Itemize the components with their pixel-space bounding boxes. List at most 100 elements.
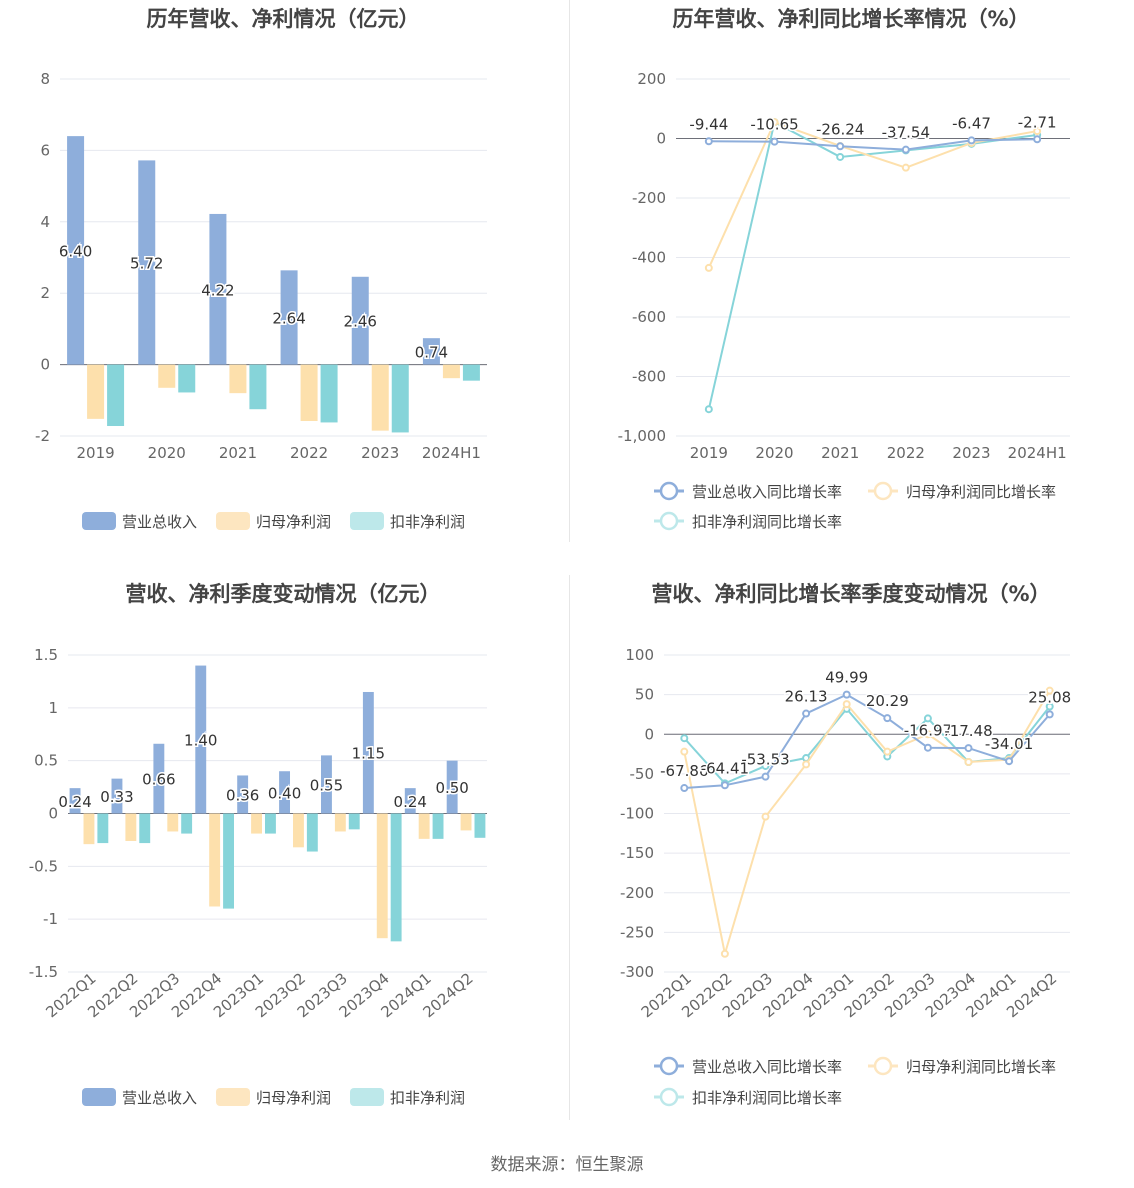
series-line-2 (707, 120, 1038, 410)
legend-marker (659, 481, 679, 501)
bar-2 (181, 813, 193, 834)
series-point-1 (802, 760, 811, 769)
bar-value-label: 4.22 (201, 281, 234, 299)
y-tick-label: 0 (48, 805, 58, 823)
bar-1 (442, 364, 460, 379)
y-tick-label: 1.5 (34, 646, 58, 664)
series-point-0 (1005, 757, 1014, 766)
line-value-label: -34.01 (985, 735, 1033, 753)
series-point-1 (761, 812, 770, 821)
chart-svg: 营收、净利季度变动情况（亿元）-1.5-1-0.500.511.52022Q12… (29, 582, 487, 1107)
bar-1 (83, 813, 95, 845)
bar-value-label: 0.74 (415, 343, 448, 361)
chart-svg: 历年营收、净利情况（亿元） -2 0 2 4 6 8 2019 2020 2021 2022 2023… (35, 7, 487, 531)
legend-label: 归母净利润 (256, 1089, 331, 1107)
bar-2 (391, 364, 409, 433)
bar-0 (351, 276, 369, 365)
bar-0 (446, 760, 458, 814)
series-point-2 (923, 714, 932, 723)
x-tick-label: 2021 (821, 444, 859, 462)
series-point-0 (1033, 135, 1042, 144)
bar-0 (404, 788, 416, 814)
bar-0 (321, 755, 332, 814)
x-tick-label: 2022 (290, 444, 328, 462)
legend-marker (873, 481, 893, 501)
y-tick-label: 4 (40, 213, 50, 231)
x-tick-label: 2019 (690, 444, 728, 462)
bar-0 (111, 778, 123, 814)
chart-title: 营收、净利同比增长率季度变动情况（%） (651, 582, 1050, 606)
y-tick-label: -600 (632, 308, 666, 326)
y-tick-label: -0.5 (29, 857, 58, 875)
y-tick-label: -800 (632, 368, 666, 386)
line-value-label: 26.13 (785, 688, 828, 706)
bar-1 (293, 813, 304, 848)
bar-value-label: 2.46 (344, 313, 377, 331)
bar-1 (125, 813, 137, 841)
legend-swatch (350, 512, 384, 530)
quarterly-revenue-profit-chart: 营收、净利季度变动情况（亿元） -1.5 -1 -0.5 0 0.5 1 1.5 2022Q1 2… (0, 575, 566, 1120)
legend-label: 营业总收入 (122, 513, 197, 531)
series-point-2 (836, 152, 845, 161)
bar-2 (320, 364, 338, 423)
series-point-0 (761, 772, 770, 781)
series-point-1 (1033, 127, 1042, 136)
y-tick-label: -200 (620, 884, 654, 902)
y-tick-label: 8 (40, 70, 50, 88)
series-point-1 (680, 747, 689, 756)
bar-1 (371, 364, 389, 431)
annual-revenue-profit-chart: 历年营收、净利情况（亿元） -2 0 2 4 6 8 2019 2020 2021 2022 2023… (0, 0, 566, 550)
series-point-1 (964, 757, 973, 766)
bar-2 (249, 364, 267, 410)
bar-2 (474, 813, 486, 838)
line-value-label: -67.86 (660, 762, 708, 780)
bar-2 (223, 813, 234, 909)
legend-marker (659, 511, 679, 531)
bar-0 (209, 213, 227, 365)
y-tick-label: -150 (620, 844, 654, 862)
chart-title: 营收、净利季度变动情况（亿元） (126, 582, 441, 606)
bar-value-label: 2.64 (272, 309, 305, 327)
panel-divider-bottom (569, 575, 570, 1120)
x-tick-label: 2020 (148, 444, 186, 462)
y-tick-label: -50 (630, 765, 655, 783)
panel-divider-top (569, 0, 570, 542)
series-point-1 (720, 949, 729, 958)
series-point-0 (964, 744, 973, 753)
series-point-0 (842, 690, 851, 699)
y-tick-label: -250 (620, 923, 654, 941)
series-line-0 (708, 138, 1038, 151)
legend-label: 扣非净利润同比增长率 (692, 513, 842, 531)
bar-value-label: 0.24 (394, 793, 427, 811)
bar-1 (251, 813, 262, 834)
chart-svg: 营收、净利同比增长率季度变动情况（%） -300 -250 -200 -150 -100 -… (620, 582, 1073, 1107)
legend-marker (873, 1056, 893, 1076)
bar-value-label: 5.72 (130, 254, 163, 272)
quarterly-growth-rate-chart: 营收、净利同比增长率季度变动情况（%） -300 -250 -200 -150 -100 -… (568, 575, 1134, 1120)
line-value-label: -2.71 (1018, 113, 1057, 131)
line-value-label: -16.97 (904, 722, 952, 740)
bar-1 (87, 364, 105, 419)
series-point-2 (680, 734, 689, 743)
series-point-2 (1045, 702, 1054, 711)
bar-0 (362, 691, 374, 814)
line-value-label: 25.08 (1028, 688, 1071, 706)
bar-value-label: 1.40 (184, 732, 217, 750)
bar-value-label: 0.36 (226, 786, 259, 804)
series-point-0 (1045, 710, 1054, 719)
series-point-1 (704, 263, 713, 272)
bar-0 (69, 788, 81, 814)
series-point-1 (842, 700, 851, 709)
line-value-label: -6.47 (952, 114, 991, 132)
series-point-0 (720, 781, 729, 790)
series-point-2 (761, 761, 770, 770)
legend-label: 归母净利润同比增长率 (906, 483, 1056, 501)
series-point-0 (883, 714, 892, 723)
series-point-1 (770, 118, 779, 127)
bar-1 (158, 364, 176, 388)
bar-2 (432, 813, 444, 839)
y-tick-label: 100 (625, 646, 654, 664)
y-tick-label: 50 (635, 686, 654, 704)
line-value-label: -10.65 (750, 116, 798, 134)
series-point-1 (923, 730, 932, 739)
